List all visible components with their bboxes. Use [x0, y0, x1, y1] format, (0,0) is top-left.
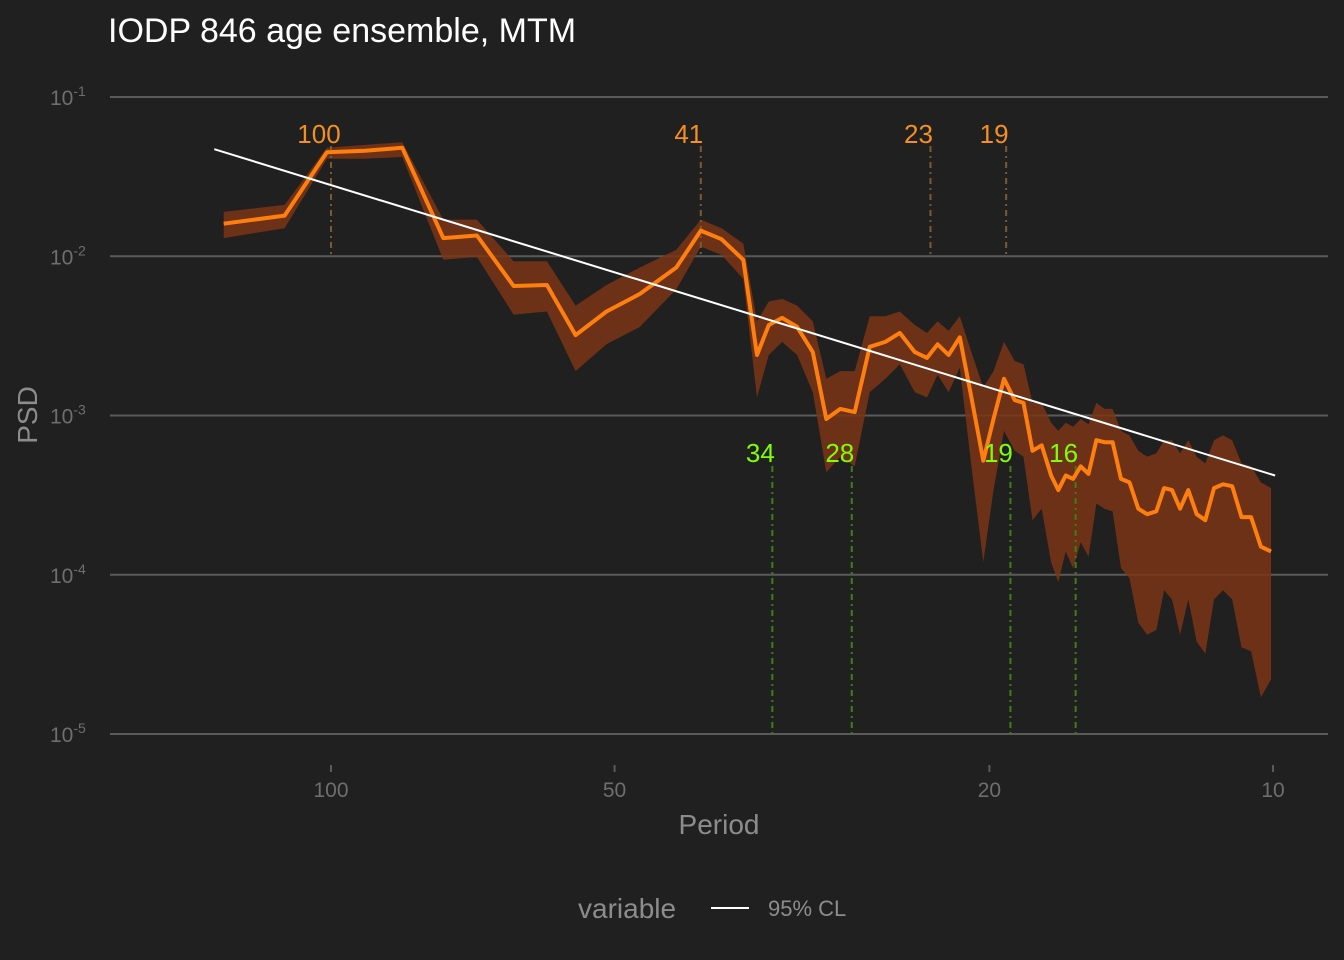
peak-label-below-1: 28	[825, 438, 854, 468]
peak-label-above-3: 19	[980, 119, 1009, 149]
legend-title: variable	[578, 893, 676, 924]
x-tick-label-2: 20	[978, 779, 1001, 802]
peak-labels: 100 41 23 19 34 28 19 16	[297, 119, 1078, 468]
series-layer	[214, 145, 1276, 554]
peak-label-above-2: 23	[904, 119, 933, 149]
confidence-band-area	[223, 142, 1272, 698]
x-tick-label-3: 10	[1261, 779, 1284, 802]
y-tick-label-3: 10-4	[50, 561, 86, 588]
peak-label-below-2: 19	[984, 438, 1013, 468]
x-tick-label-0: 100	[313, 779, 348, 802]
y-axis-ticks: 10-1 10-2 10-3 10-4 10-5	[50, 83, 86, 747]
peak-label-above-1: 41	[674, 119, 703, 149]
y-tick-label-1: 10-2	[50, 242, 86, 269]
peak-label-above-0: 100	[297, 119, 340, 149]
x-tick-label-1: 50	[603, 779, 626, 802]
peak-label-below-0: 34	[746, 438, 775, 468]
y-tick-label-2: 10-3	[50, 402, 86, 429]
gridlines	[110, 96, 1328, 735]
cl-line	[214, 148, 1276, 477]
legend-label: 95% CL	[768, 896, 846, 921]
legend: variable 95% CL	[578, 893, 846, 924]
y-tick-label-0: 10-1	[50, 83, 86, 110]
y-tick-label-4: 10-5	[50, 720, 86, 747]
chart-title: IODP 846 age ensemble, MTM	[108, 12, 576, 50]
x-axis-title: Period	[679, 809, 760, 840]
y-axis-title: PSD	[12, 386, 43, 444]
psd-series-line	[223, 145, 1272, 554]
peak-label-below-3: 16	[1049, 438, 1078, 468]
peak-markers	[330, 146, 1077, 734]
confidence-band	[223, 142, 1272, 698]
x-axis-ticks: 100 50 20 10	[313, 765, 1285, 802]
